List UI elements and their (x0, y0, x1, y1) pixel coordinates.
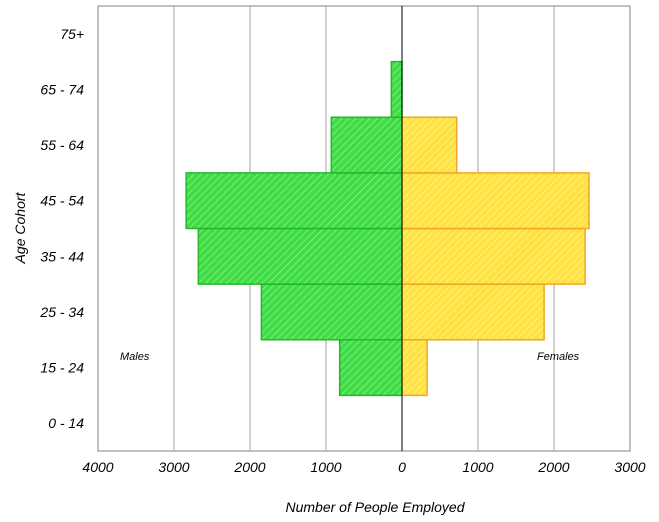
y-tick-label: 35 - 44 (40, 248, 84, 264)
x-axis-title: Number of People Employed (286, 499, 466, 515)
males-annotation: Males (120, 351, 150, 363)
x-tick-label: 4000 (82, 459, 113, 475)
y-tick-label: 15 - 24 (40, 360, 84, 376)
y-axis-title: Age Cohort (12, 191, 28, 264)
x-tick-label: 3000 (158, 459, 189, 475)
x-tick-label: 0 (398, 459, 406, 475)
x-tick-labels: 4000 3000 2000 1000 0 1000 2000 3000 (82, 459, 645, 475)
x-tick-label: 2000 (537, 459, 569, 475)
y-tick-label: 65 - 74 (40, 81, 84, 97)
bar-females (401, 116, 458, 174)
bar-females (401, 283, 545, 341)
bar-females (401, 227, 586, 285)
y-tick-label: 75+ (60, 26, 84, 42)
y-tick-label: 0 - 14 (48, 415, 84, 431)
bar-females (401, 339, 428, 397)
bar-males (197, 227, 403, 285)
bars (185, 60, 590, 397)
females-annotation: Females (537, 351, 580, 363)
y-tick-label: 45 - 54 (40, 193, 84, 209)
y-tick-labels: 0 - 14 15 - 24 25 - 34 35 - 44 45 - 54 55 - 6… (39, 26, 84, 431)
x-tick-label: 1000 (462, 459, 493, 475)
x-tick-label: 2000 (233, 459, 265, 475)
bar-males (338, 339, 403, 397)
y-tick-label: 55 - 64 (40, 137, 84, 153)
x-tick-label: 1000 (310, 459, 341, 475)
bar-females (401, 172, 590, 230)
bar-males (390, 60, 403, 118)
bar-males (185, 172, 403, 230)
bar-males (260, 283, 403, 341)
bar-males (330, 116, 403, 174)
x-tick-label: 3000 (614, 459, 645, 475)
y-tick-label: 25 - 34 (39, 304, 84, 320)
